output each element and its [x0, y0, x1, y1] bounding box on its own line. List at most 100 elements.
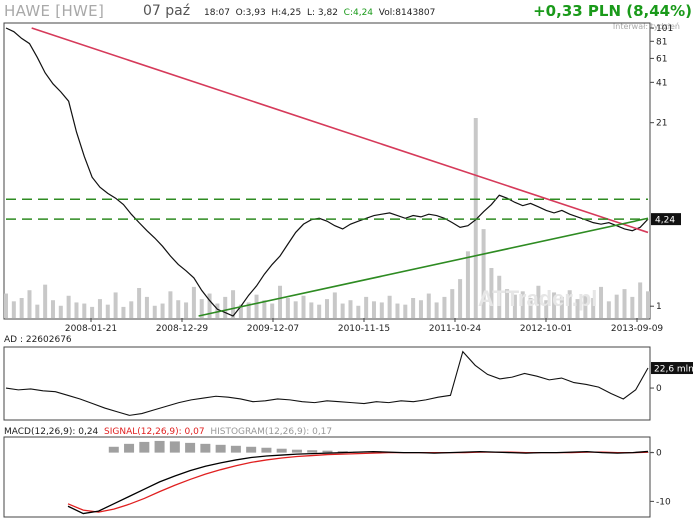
y-tick-label: 81 — [656, 37, 667, 47]
y-tick-label: 61 — [656, 54, 667, 64]
interval-label: Interwał: tydzień — [612, 22, 680, 31]
volume-bar — [325, 299, 329, 318]
volume-bar — [348, 300, 353, 318]
volume-bar — [411, 298, 416, 318]
volume-bar — [567, 290, 572, 318]
volume-bar — [317, 304, 322, 318]
volume-bar — [512, 294, 517, 318]
x-tick-label: 2011-10-24 — [429, 324, 482, 334]
chart-header: HAWE [HWE] 07 paź 18:07 O:3,93 H:4,25 L:… — [0, 0, 700, 24]
volume-bar — [215, 303, 220, 318]
volume-bar — [262, 300, 267, 318]
histogram-bar — [291, 449, 302, 453]
volume-bar — [74, 302, 79, 318]
ad-title: AD : 22602676 — [4, 335, 72, 345]
histogram-bar — [307, 450, 318, 453]
volume-bar — [591, 298, 596, 318]
volume-bar — [246, 302, 251, 318]
histogram-bar — [215, 444, 226, 453]
ad-panel — [3, 346, 651, 421]
volume-bar — [90, 306, 95, 318]
volume-bar — [184, 302, 189, 318]
volume-bar — [646, 291, 650, 318]
volume-bar — [207, 293, 212, 318]
volume-bar — [458, 279, 463, 318]
volume-bar — [309, 302, 314, 318]
macd-legend: MACD(12,26,9): 0,24 SIGNAL(12,26,9): 0,0… — [4, 427, 332, 437]
volume-bar — [129, 301, 134, 318]
volume-bar — [638, 282, 643, 318]
histogram-bar — [108, 446, 119, 453]
price-line — [5, 27, 649, 317]
histogram-bar — [185, 442, 196, 453]
macd-y-tick-label: -10 — [656, 497, 671, 507]
volume-bar — [434, 302, 439, 318]
volume-bar — [58, 305, 63, 318]
close-value: C:4,24 — [343, 8, 374, 18]
volume-bar — [528, 298, 533, 318]
last-value-label: 4,24 — [655, 216, 675, 226]
volume-bar — [442, 296, 447, 318]
volume-bar — [497, 275, 502, 318]
downtrend-line — [31, 27, 649, 234]
ohlc-stats: 18:07 O:3,93 H:4,25 L: 3,82 C:4,24 Vol:8… — [204, 8, 435, 18]
y-tick-label: 1 — [656, 302, 662, 312]
volume-bar — [105, 304, 110, 318]
volume-bar — [418, 300, 423, 318]
volume-bar — [364, 296, 369, 318]
volume-bar — [332, 292, 337, 318]
histogram-title: HISTOGRAM(12,26,9): 0,17 — [210, 427, 333, 437]
volume-bar — [614, 294, 619, 318]
volume-bar — [473, 118, 478, 318]
y-tick-label: 21 — [656, 119, 667, 129]
volume-bar — [356, 305, 361, 318]
x-tick-label: 2013-09-09 — [611, 324, 664, 334]
date-label: 07 paź — [143, 3, 191, 19]
low-value: L: 3,82 — [306, 8, 338, 18]
volume-bar — [121, 306, 126, 318]
signal-title: SIGNAL(12,26,9): 0,07 — [104, 427, 205, 437]
histogram-bar — [139, 441, 150, 453]
last-value-box — [651, 213, 681, 226]
volume-bar — [270, 303, 275, 318]
volume-bar — [82, 303, 87, 318]
macd-title: MACD(12,26,9): 0,24 — [4, 427, 99, 437]
volume-bar — [583, 295, 588, 318]
volume-bar — [536, 285, 541, 318]
volume-bar — [43, 284, 48, 318]
price-change: +0,33 PLN (8,44%) — [533, 2, 692, 20]
high-value: H:4,25 — [271, 8, 302, 18]
ad-y-tick-label: 0 — [656, 384, 662, 394]
histogram-bar — [643, 451, 653, 453]
volume-bar — [160, 303, 165, 318]
volume-bar — [35, 304, 40, 318]
histogram-bar — [246, 446, 257, 453]
volume-bar — [622, 289, 627, 318]
volume-bar — [293, 301, 298, 318]
x-tick-label: 2008-01-21 — [65, 324, 117, 334]
macd-y-tick-label: 0 — [656, 449, 662, 459]
volume-bar — [11, 301, 16, 318]
volume-bar — [301, 295, 306, 318]
histogram-bar — [322, 450, 333, 453]
volume-bar — [176, 300, 181, 318]
volume-bar — [559, 296, 564, 318]
volume-bar — [599, 286, 604, 318]
volume-bar — [231, 290, 236, 318]
volume-bar — [465, 251, 470, 318]
price-panel — [3, 22, 651, 320]
volume-bar — [387, 295, 392, 318]
volume-bar — [238, 304, 243, 318]
volume-bar — [552, 292, 557, 318]
volume-bar — [254, 294, 259, 318]
volume-bar — [450, 289, 455, 318]
volume-bar — [379, 302, 384, 318]
volume-bar — [66, 295, 71, 318]
volume-bar — [520, 291, 525, 318]
histogram-bar — [230, 445, 241, 453]
ad-last-value-box — [651, 362, 693, 375]
ticker-label[interactable]: HAWE [HWE] — [4, 2, 105, 20]
volume-bar — [544, 300, 549, 318]
histogram-bar — [276, 448, 287, 453]
